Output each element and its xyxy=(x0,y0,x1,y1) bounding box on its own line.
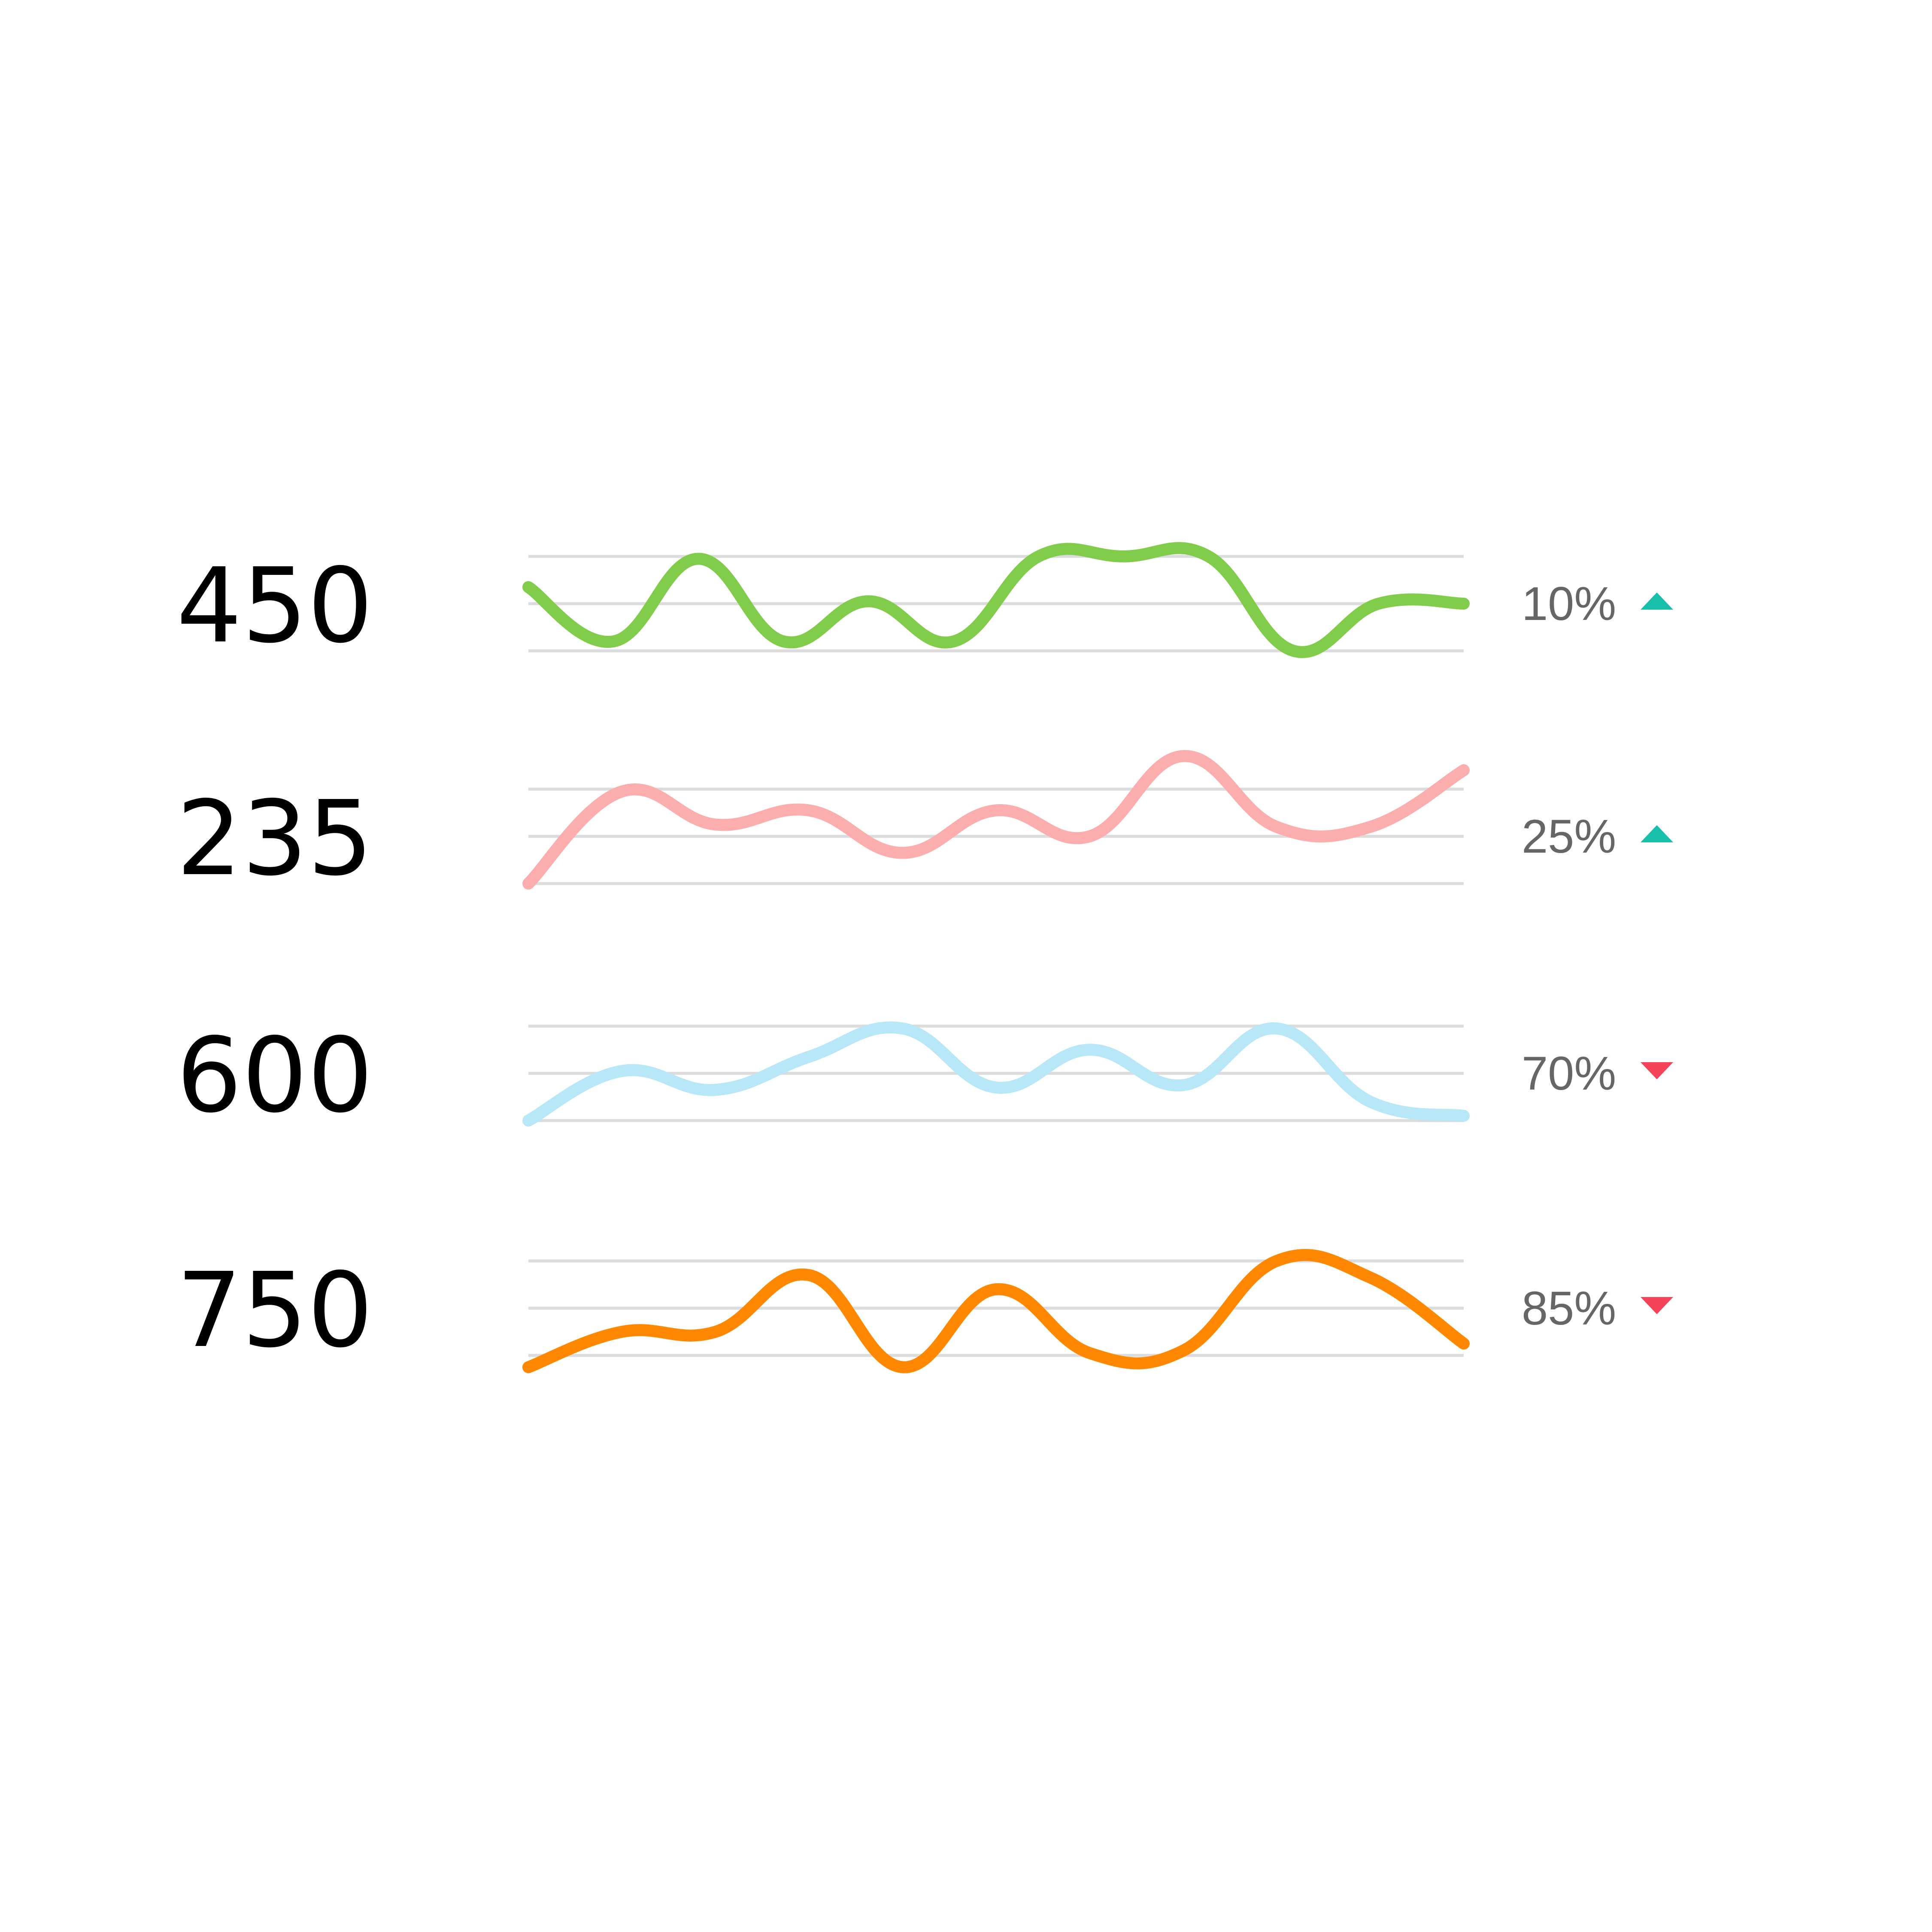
triangle-up-icon xyxy=(1641,592,1673,610)
metric-value: 235 xyxy=(176,778,373,899)
series-line xyxy=(522,1249,1470,1373)
metric-value: 600 xyxy=(176,1015,373,1136)
triangle-down-icon xyxy=(1641,1062,1673,1079)
triangle-down-icon xyxy=(1641,1297,1673,1314)
metric-row: 750 85% xyxy=(176,1249,1673,1373)
metric-row: 600 70% xyxy=(176,1015,1673,1136)
change-percent: 10% xyxy=(1522,577,1616,630)
series-line xyxy=(522,542,1470,658)
triangle-up-icon xyxy=(1641,825,1673,842)
series-line xyxy=(522,750,1470,890)
series-line xyxy=(522,1021,1470,1127)
change-percent: 70% xyxy=(1522,1047,1616,1100)
metric-row: 450 10% xyxy=(176,542,1673,666)
change-percent: 25% xyxy=(1522,810,1616,863)
sparkline-rows: 450 10% 235 25% 600 70% 750 85% xyxy=(176,542,1673,1373)
change-percent: 85% xyxy=(1522,1282,1616,1335)
metric-value: 450 xyxy=(176,546,373,666)
metric-value: 750 xyxy=(176,1250,373,1370)
metric-row: 235 25% xyxy=(176,750,1673,899)
